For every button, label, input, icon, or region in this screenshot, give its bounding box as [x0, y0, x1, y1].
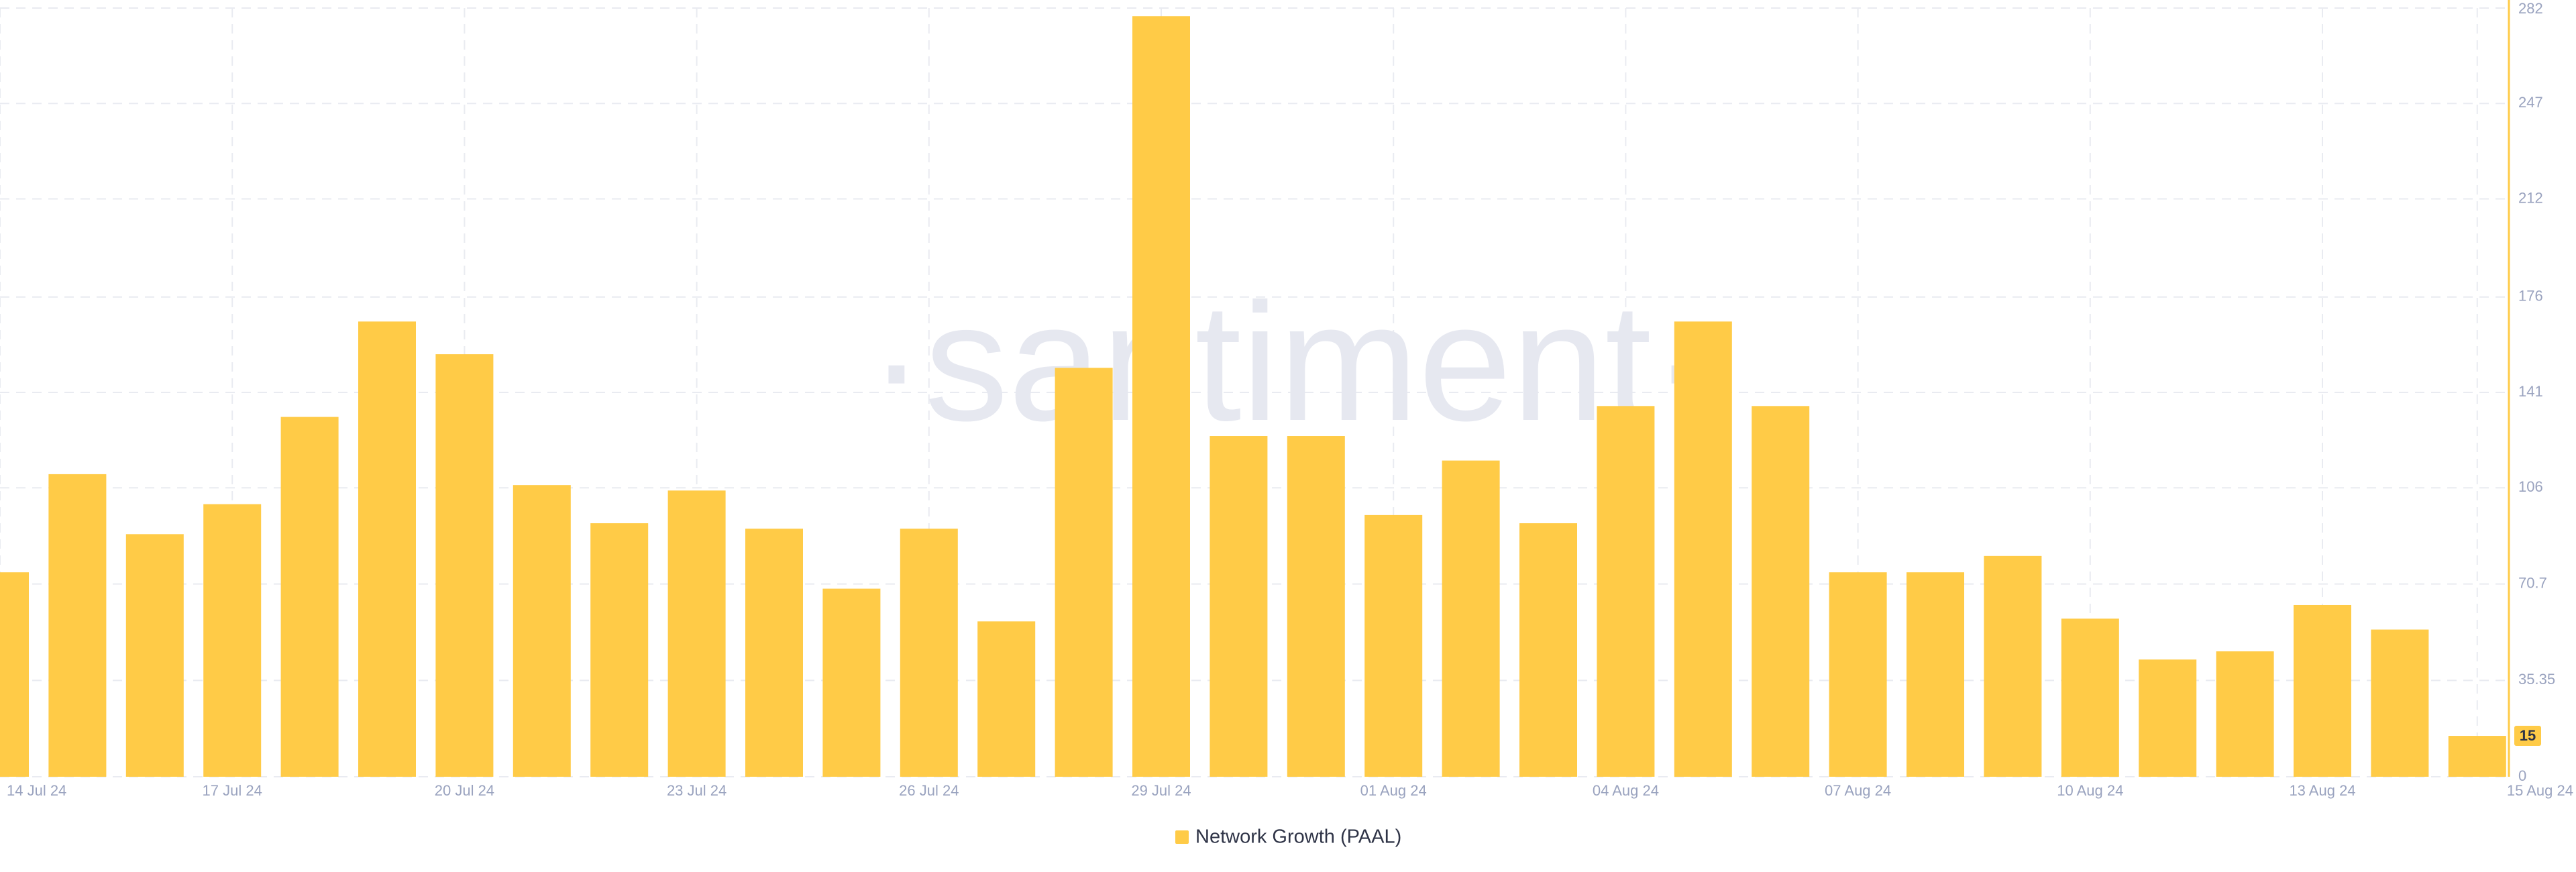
y-tick-label: 35.35	[2518, 671, 2555, 688]
x-tick-label: 01 Aug 24	[1360, 782, 1427, 799]
y-tick-label: 0	[2518, 767, 2526, 784]
bar	[1364, 514, 1423, 777]
x-tick-label: 07 Aug 24	[1825, 782, 1891, 799]
legend-label: Network Growth (PAAL)	[1195, 826, 1401, 848]
bar	[125, 534, 184, 777]
x-tick-label: 14 Jul 24	[7, 782, 66, 799]
watermark: ·santiment·	[869, 268, 1707, 455]
bar	[2061, 618, 2119, 777]
bar	[1287, 436, 1345, 777]
bar	[590, 523, 649, 777]
bar	[1984, 555, 2042, 777]
x-tick-label: 15 Aug 24	[2507, 782, 2573, 799]
x-tick-label: 10 Aug 24	[2057, 782, 2123, 799]
bar	[48, 474, 107, 777]
bar	[280, 417, 339, 777]
bar	[1442, 460, 1500, 777]
bar	[1055, 368, 1113, 777]
bar	[435, 354, 494, 777]
bar	[513, 485, 571, 777]
legend-item: Network Growth (PAAL)	[1175, 826, 1401, 848]
y-tick-label: 176	[2518, 288, 2543, 305]
bar	[1829, 572, 1887, 777]
last-value-label: 15	[2520, 727, 2536, 744]
bar	[822, 588, 881, 777]
bar	[2448, 736, 2506, 777]
bar	[1752, 406, 1810, 777]
y-tick-label: 212	[2518, 189, 2543, 206]
bar	[900, 529, 958, 777]
bar	[1907, 572, 1964, 777]
x-tick-label: 23 Jul 24	[667, 782, 727, 799]
bar	[0, 572, 29, 777]
legend-swatch	[1175, 830, 1189, 844]
bar	[1132, 16, 1190, 777]
y-tick-label: 106	[2518, 478, 2543, 495]
x-tick-label: 04 Aug 24	[1593, 782, 1659, 799]
x-tick-label: 26 Jul 24	[899, 782, 959, 799]
y-tick-label: 70.7	[2518, 574, 2547, 591]
bar	[1597, 406, 1655, 777]
x-tick-label: 20 Jul 24	[435, 782, 494, 799]
bar	[977, 621, 1036, 777]
bar	[745, 529, 803, 777]
bar	[2371, 629, 2429, 777]
y-tick-label: 247	[2518, 94, 2543, 111]
bar	[1674, 321, 1732, 777]
y-tick-label: 141	[2518, 383, 2543, 400]
bar	[2294, 604, 2351, 777]
bar	[1210, 436, 1268, 777]
y-tick-label: 282	[2518, 0, 2543, 17]
last-value-badge	[2514, 726, 2541, 747]
x-tick-label: 13 Aug 24	[2289, 782, 2355, 799]
x-tick-label: 29 Jul 24	[1131, 782, 1191, 799]
bar	[2139, 659, 2197, 777]
bar	[358, 321, 416, 777]
x-tick-label: 17 Jul 24	[203, 782, 262, 799]
bar	[667, 490, 726, 777]
bar	[2216, 651, 2274, 777]
bar	[1519, 523, 1577, 777]
bar	[203, 504, 262, 777]
